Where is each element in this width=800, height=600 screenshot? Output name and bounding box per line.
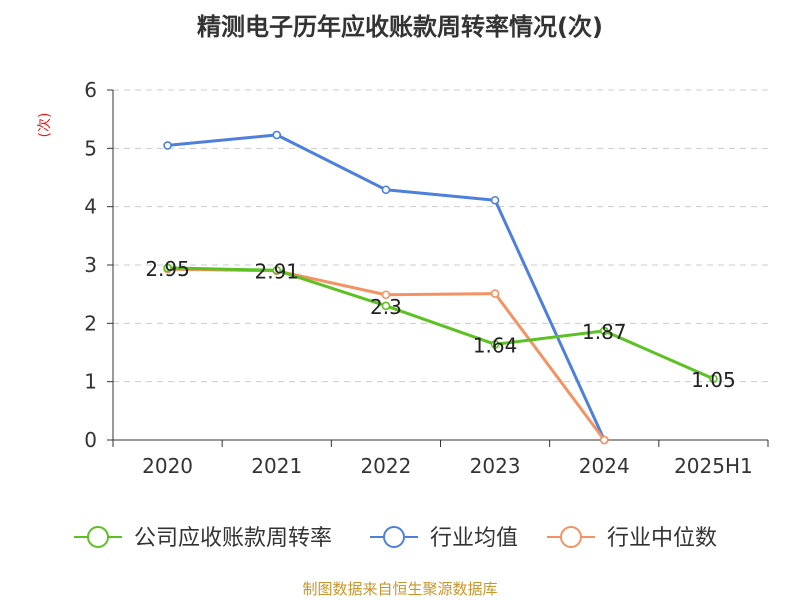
series-point-0 (163, 263, 172, 273)
x-tick-label: 2023 (470, 454, 521, 478)
y-tick-label: 2 (84, 311, 97, 335)
legend-label: 行业中位数 (607, 526, 717, 551)
series (163, 130, 718, 445)
series-point-0 (490, 340, 500, 349)
y-axis-unit-label: (次) (37, 113, 53, 138)
series-point-1 (381, 185, 391, 195)
legend-label: 公司应收账款周转率 (134, 526, 332, 551)
data-label: 2.95 (145, 257, 190, 281)
data-labels: 2.95 2.91 2.3 1.64 1.87 1.05 (145, 257, 735, 392)
legend-swatch-marker (87, 526, 109, 548)
series-point-1 (272, 130, 282, 140)
series-point-2 (490, 289, 500, 298)
x-tick-label: 2024 (579, 454, 630, 478)
y-tick-label: 1 (84, 370, 97, 394)
x-tick-label: 2022 (360, 454, 411, 478)
data-label: 1.64 (473, 333, 518, 357)
x-tick-label: 2021 (251, 454, 302, 478)
series-point-0 (381, 301, 391, 311)
series-point-2 (599, 435, 609, 445)
x-tick-label: 2020 (142, 454, 193, 478)
data-label: 2.3 (370, 295, 402, 319)
series-point-1 (163, 141, 172, 150)
y-tick-label: 5 (84, 136, 97, 160)
y-tick-label: 4 (84, 195, 97, 219)
series-point-0 (272, 265, 282, 275)
series-line-1 (166, 133, 606, 442)
series-point-1 (490, 195, 500, 205)
data-label: 1.05 (691, 368, 736, 392)
y-tick-label: 6 (84, 78, 97, 102)
x-tick-label: 2025H1 (674, 454, 753, 478)
series-point-0 (709, 374, 718, 384)
legend[interactable]: 公司应收账款周转率 行业均值 行业中位数 (74, 526, 717, 551)
legend-swatch-marker (383, 526, 405, 548)
data-label: 1.87 (582, 320, 627, 344)
legend-swatch-marker (560, 526, 582, 548)
series-line-0 (166, 266, 715, 381)
data-label: 2.91 (254, 259, 299, 283)
y-tick-label: 0 (84, 428, 97, 452)
series-point-0 (599, 326, 609, 336)
legend-label: 行业均值 (430, 526, 518, 551)
chart-title: 精测电子历年应收账款周转率情况(次) (197, 13, 603, 41)
grid-lines (113, 89, 768, 383)
series-point-2 (381, 290, 391, 300)
axes: 0 1 2 3 4 5 6 2020 2021 2022 2023 2024 2025H1 (84, 78, 769, 478)
source-note: 制图数据来自恒生聚源数据库 (302, 580, 497, 598)
y-tick-label: 3 (84, 253, 97, 277)
